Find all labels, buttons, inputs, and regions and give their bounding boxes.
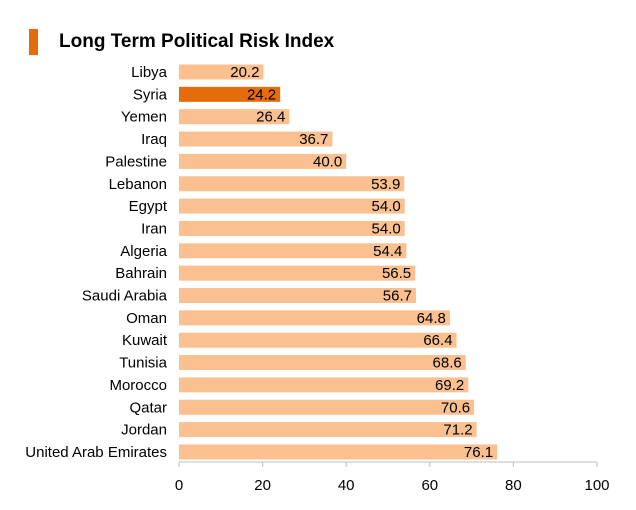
bar-palestine xyxy=(179,153,347,169)
bar-syria xyxy=(179,86,281,102)
category-label: United Arab Emirates xyxy=(25,444,167,461)
value-label: 70.6 xyxy=(441,399,470,416)
category-label: Iran xyxy=(141,220,167,237)
bar-morocco xyxy=(179,377,469,393)
value-label: 24.2 xyxy=(247,86,276,103)
category-label: Saudi Arabia xyxy=(82,288,168,305)
value-label: 53.9 xyxy=(371,176,400,193)
category-label: Libya xyxy=(131,64,168,81)
value-label: 66.4 xyxy=(423,332,452,349)
x-tick-label: 60 xyxy=(421,477,438,494)
category-label: Kuwait xyxy=(122,332,168,349)
category-label: Oman xyxy=(126,310,167,327)
category-label: Jordan xyxy=(121,422,167,439)
value-label: 54.0 xyxy=(372,220,401,237)
bar-iran xyxy=(179,220,405,236)
category-label: Palestine xyxy=(105,153,167,170)
value-label: 64.8 xyxy=(417,310,446,327)
value-label: 40.0 xyxy=(313,153,342,170)
value-label: 36.7 xyxy=(299,131,328,148)
value-label: 56.7 xyxy=(383,288,412,305)
category-label: Morocco xyxy=(109,377,167,394)
value-label: 20.2 xyxy=(230,64,259,81)
x-tick-label: 0 xyxy=(175,477,183,494)
value-label: 76.1 xyxy=(464,444,493,461)
x-tick-label: 100 xyxy=(584,477,609,494)
bar-lebanon xyxy=(179,176,405,192)
value-label: 68.6 xyxy=(433,355,462,372)
bar-algeria xyxy=(179,243,407,259)
value-label: 54.0 xyxy=(372,198,401,215)
value-label: 26.4 xyxy=(256,109,285,126)
bar-qatar xyxy=(179,399,475,415)
bar-yemen xyxy=(179,109,290,125)
category-label: Yemen xyxy=(121,109,167,126)
bar-libya xyxy=(179,64,264,80)
bar-saudi-arabia xyxy=(179,288,417,303)
bar-egypt xyxy=(179,198,405,214)
x-tick-label: 40 xyxy=(338,477,355,494)
value-label: 56.5 xyxy=(382,265,411,282)
category-label: Algeria xyxy=(120,243,167,260)
chart-title: Long Term Political Risk Index xyxy=(59,31,335,52)
category-label: Lebanon xyxy=(109,176,167,193)
bar-oman xyxy=(179,310,450,326)
value-label: 54.4 xyxy=(373,243,402,260)
bar-iraq xyxy=(179,131,333,147)
x-tick-label: 80 xyxy=(505,477,522,494)
value-label: 69.2 xyxy=(435,377,464,394)
category-label: Tunisia xyxy=(119,355,167,372)
category-label: Iraq xyxy=(141,131,167,148)
bar-kuwait xyxy=(179,332,457,348)
bar-united-arab-emirates xyxy=(179,444,498,460)
title-accent-bar xyxy=(29,29,38,55)
bar-jordan xyxy=(179,422,477,438)
bar-tunisia xyxy=(179,355,466,371)
category-label: Qatar xyxy=(129,399,167,416)
x-tick-label: 20 xyxy=(254,477,271,494)
bar-bahrain xyxy=(179,265,416,281)
category-label: Egypt xyxy=(129,198,168,215)
value-label: 71.2 xyxy=(443,422,472,439)
category-label: Syria xyxy=(133,86,168,103)
category-label: Bahrain xyxy=(115,265,167,282)
